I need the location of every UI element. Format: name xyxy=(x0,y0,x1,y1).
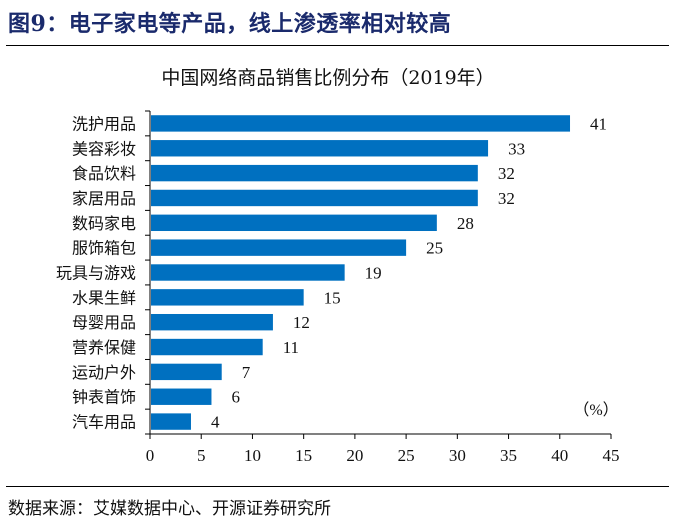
data-label: 19 xyxy=(365,264,382,283)
bar-7 xyxy=(151,289,304,306)
bar-10 xyxy=(151,363,222,381)
bar-1 xyxy=(151,140,489,157)
category-label: 美容彩妆 xyxy=(72,139,136,158)
category-label: 运动户外 xyxy=(72,363,136,382)
bottom-divider xyxy=(6,486,669,487)
category-label: 营养保健 xyxy=(72,338,136,357)
bar-8 xyxy=(151,313,273,331)
category-label: 数码家电 xyxy=(72,214,136,233)
source-note: 数据来源：艾媒数据中心、开源证券研究所 xyxy=(8,499,331,519)
bar-chart: 中国网络商品销售比例分布（2019年） 洗护用品 41 美容彩妆 33 食品饮料 32 家居… xyxy=(56,67,620,465)
bars-group: 洗护用品 41 美容彩妆 33 食品饮料 32 家居用品 32 数码家电 28 服饰箱包 25 玩具与游… xyxy=(56,114,607,431)
bar-2 xyxy=(151,164,478,182)
bar-6 xyxy=(151,264,345,281)
category-label: 水果生鲜 xyxy=(72,288,136,307)
data-label: 12 xyxy=(293,313,310,332)
bar-3 xyxy=(151,189,478,207)
top-divider xyxy=(6,45,669,46)
data-label: 7 xyxy=(242,363,251,382)
bar-9 xyxy=(151,338,263,356)
category-label: 钟表首饰 xyxy=(72,388,136,407)
data-label: 15 xyxy=(324,288,341,307)
category-label: 玩具与游戏 xyxy=(56,264,136,283)
x-tick-label: 20 xyxy=(346,446,363,465)
x-tick-label: 30 xyxy=(449,446,466,465)
x-tick-label: 10 xyxy=(244,446,261,465)
data-label: 11 xyxy=(283,338,299,357)
data-label: 4 xyxy=(211,413,220,432)
bar-11 xyxy=(151,388,212,405)
x-tick-label: 5 xyxy=(197,446,206,465)
x-tick-label: 15 xyxy=(295,446,312,465)
x-tick-label: 35 xyxy=(500,446,517,465)
axes-group: 0 5 10 15 20 25 30 35 40 45 xyxy=(145,110,620,465)
category-label: 洗护用品 xyxy=(72,114,136,133)
data-label: 28 xyxy=(457,214,474,233)
data-label: 41 xyxy=(590,114,607,133)
category-label: 家居用品 xyxy=(72,189,136,208)
x-tick-label: 45 xyxy=(603,446,620,465)
category-label: 汽车用品 xyxy=(72,413,136,432)
bar-0 xyxy=(151,115,571,132)
data-label: 33 xyxy=(508,139,525,158)
data-label: 32 xyxy=(498,164,515,183)
bar-12 xyxy=(151,413,191,430)
chart-title: 中国网络商品销售比例分布（2019年） xyxy=(161,67,494,89)
bar-5 xyxy=(151,239,407,256)
data-label: 32 xyxy=(498,189,515,208)
x-tick-label: 25 xyxy=(398,446,415,465)
unit-label: （%） xyxy=(573,401,618,419)
category-label: 食品饮料 xyxy=(72,164,136,183)
x-tick-label: 40 xyxy=(551,446,568,465)
bar-4 xyxy=(151,214,437,232)
category-label: 服饰箱包 xyxy=(72,239,136,258)
data-label: 6 xyxy=(231,388,240,407)
data-label: 25 xyxy=(426,239,443,258)
figure-title: 图9：电子家电等产品，线上渗透率相对较高 xyxy=(8,11,452,37)
category-label: 母婴用品 xyxy=(72,313,136,332)
x-tick-label: 0 xyxy=(146,446,155,465)
